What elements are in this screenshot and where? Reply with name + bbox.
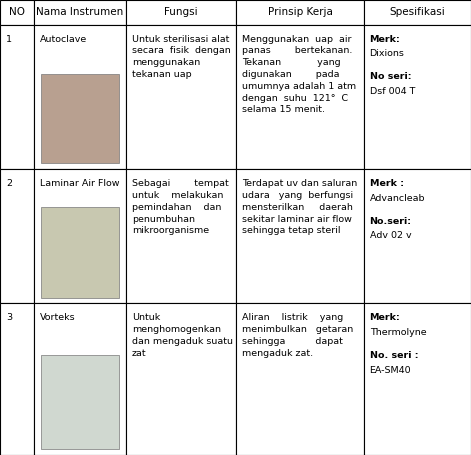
Text: Terdapat uv dan saluran
udara   yang  berfungsi
mensterilkan     daerah
sekitar : Terdapat uv dan saluran udara yang berfu… <box>243 179 357 235</box>
Bar <box>236 25 364 169</box>
Text: Spesifikasi: Spesifikasi <box>390 7 445 17</box>
Text: No.seri:: No.seri: <box>370 217 412 226</box>
Text: Vorteks: Vorteks <box>40 313 75 323</box>
Bar <box>34 0 126 25</box>
Bar <box>41 74 119 163</box>
Text: Fungsi: Fungsi <box>164 7 198 17</box>
Bar <box>0 0 34 25</box>
Text: Merk :: Merk : <box>370 179 404 188</box>
Text: Merk:: Merk: <box>370 313 400 323</box>
Text: Autoclave: Autoclave <box>40 35 87 44</box>
Text: EA-SM40: EA-SM40 <box>370 366 411 374</box>
Bar <box>0 169 34 303</box>
Text: Untuk
menghomogenkan
dan mengaduk suatu
zat: Untuk menghomogenkan dan mengaduk suatu … <box>132 313 233 358</box>
Bar <box>41 355 119 449</box>
Text: 2: 2 <box>6 179 12 188</box>
Text: Menggunakan  uap  air
panas        bertekanan.
Tekanan            yang
digunakan: Menggunakan uap air panas bertekanan. Te… <box>243 35 357 114</box>
Bar <box>364 25 471 169</box>
Text: Thermolyne: Thermolyne <box>370 328 426 337</box>
Bar <box>34 303 126 455</box>
Bar <box>126 0 236 25</box>
Text: Sebagai        tempat
untuk    melakukan
pemindahan    dan
penumbuhan
mikroorgan: Sebagai tempat untuk melakukan pemindaha… <box>132 179 228 235</box>
Text: 1: 1 <box>6 35 12 44</box>
Bar <box>364 303 471 455</box>
Text: Untuk sterilisasi alat
secara  fisik  dengan
menggunakan
tekanan uap: Untuk sterilisasi alat secara fisik deng… <box>132 35 230 79</box>
Text: No. seri :: No. seri : <box>370 351 418 360</box>
Text: 3: 3 <box>6 313 12 323</box>
Bar <box>41 207 119 298</box>
Bar <box>126 25 236 169</box>
Bar <box>126 303 236 455</box>
Text: Aliran    listrik    yang
menimbulkan   getaran
sehingga          dapat
mengaduk: Aliran listrik yang menimbulkan getaran … <box>243 313 354 358</box>
Bar <box>34 25 126 169</box>
Text: Adv 02 v: Adv 02 v <box>370 232 411 240</box>
Bar <box>126 169 236 303</box>
Text: Laminar Air Flow: Laminar Air Flow <box>40 179 120 188</box>
Text: Dsf 004 T: Dsf 004 T <box>370 87 415 96</box>
Bar <box>364 169 471 303</box>
Text: Prinsip Kerja: Prinsip Kerja <box>268 7 333 17</box>
Bar <box>236 303 364 455</box>
Bar <box>0 303 34 455</box>
Bar <box>0 25 34 169</box>
Text: Dixions: Dixions <box>370 49 405 58</box>
Text: Nama Instrumen: Nama Instrumen <box>36 7 123 17</box>
Bar <box>364 0 471 25</box>
Text: Advancleab: Advancleab <box>370 194 425 203</box>
Text: Merk:: Merk: <box>370 35 400 44</box>
Text: No seri:: No seri: <box>370 72 411 81</box>
Bar <box>236 169 364 303</box>
Bar <box>34 169 126 303</box>
Bar <box>236 0 364 25</box>
Text: NO: NO <box>9 7 25 17</box>
